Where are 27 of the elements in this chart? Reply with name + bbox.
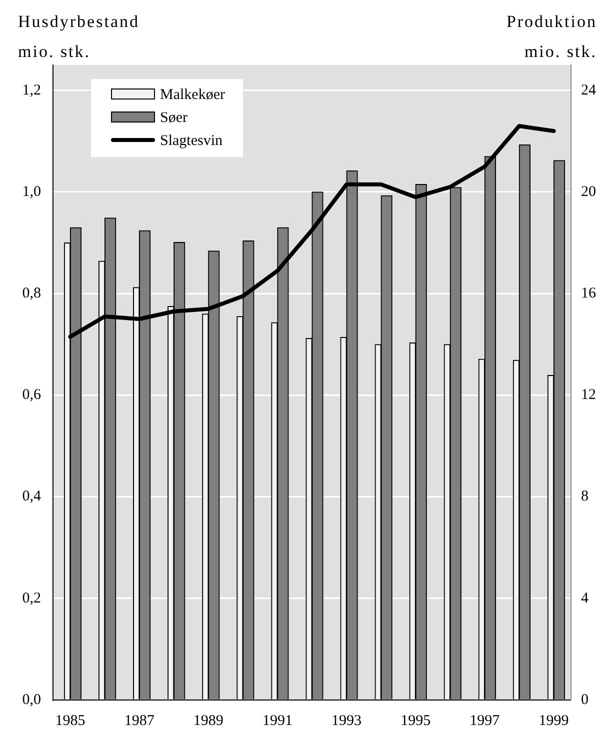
y2-tick-label: 8 [581,488,588,505]
legend-label: Slagtesvin [160,132,223,149]
y2-tick-label: 0 [581,692,588,708]
y2-tick-label: 20 [581,184,596,200]
y2-tick-label: 12 [581,387,596,404]
x-tick-label: 1985 [55,712,86,729]
x-tick-label: 1987 [124,712,155,729]
y-tick-label: 0,8 [22,286,41,302]
y-axis-title: Husdyrbestand mio. stk. [18,11,140,63]
y2-axis-title: Produktion mio. stk. [506,11,597,63]
y-tick-label: 0,0 [22,692,41,708]
y-tick-label: 0,2 [22,590,41,606]
x-tick-label: 1989 [193,712,224,729]
legend-label: Søer [160,110,188,126]
y-tick-label: 1,2 [22,82,41,98]
x-tick-label: 1995 [400,712,431,729]
y-tick-label: 0,4 [22,488,42,505]
x-tick-label: 1993 [332,712,362,729]
y-tick-label: 0,6 [22,387,42,404]
legend-label: Malkekøer [160,86,225,103]
y2-tick-label: 4 [581,590,589,606]
y2-tick-label: 16 [581,286,596,302]
x-tick-label: 1999 [538,712,569,729]
x-tick-label: 1997 [470,712,500,729]
y-tick-label: 1,0 [22,184,41,200]
y2-tick-label: 24 [581,82,596,98]
x-tick-label: 1991 [262,712,292,729]
